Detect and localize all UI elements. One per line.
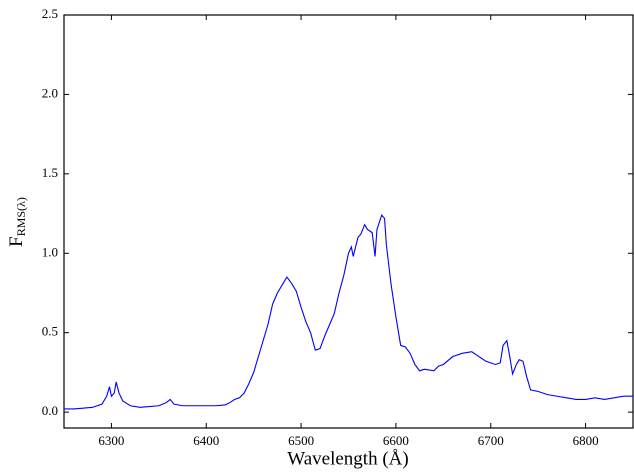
y-tick-label: 0.5 bbox=[42, 324, 58, 339]
x-tick-label: 6400 bbox=[193, 433, 219, 448]
y-axis-label: FRMS(λ) bbox=[6, 197, 27, 247]
y-axis-label-text: FRMS(λ) bbox=[6, 197, 27, 247]
y-label-main: F bbox=[6, 236, 27, 247]
y-tick-label: 0.0 bbox=[42, 403, 58, 418]
spectrum-line bbox=[64, 214, 633, 410]
x-tick-label: 6300 bbox=[98, 433, 124, 448]
y-label-sub: RMS(λ) bbox=[14, 197, 28, 236]
x-tick-label: 6800 bbox=[573, 433, 599, 448]
plot-frame bbox=[63, 14, 634, 429]
x-tick-label: 6700 bbox=[478, 433, 504, 448]
x-axis-label: Wavelength (Å) bbox=[287, 448, 408, 469]
y-tick-label: 2.5 bbox=[42, 6, 58, 21]
y-tick-label: 1.0 bbox=[42, 244, 58, 259]
y-tick-label: 1.5 bbox=[42, 165, 58, 180]
x-tick-label: 6500 bbox=[288, 433, 314, 448]
x-tick-label: 6600 bbox=[383, 433, 409, 448]
y-tick-label: 2.0 bbox=[42, 85, 58, 100]
